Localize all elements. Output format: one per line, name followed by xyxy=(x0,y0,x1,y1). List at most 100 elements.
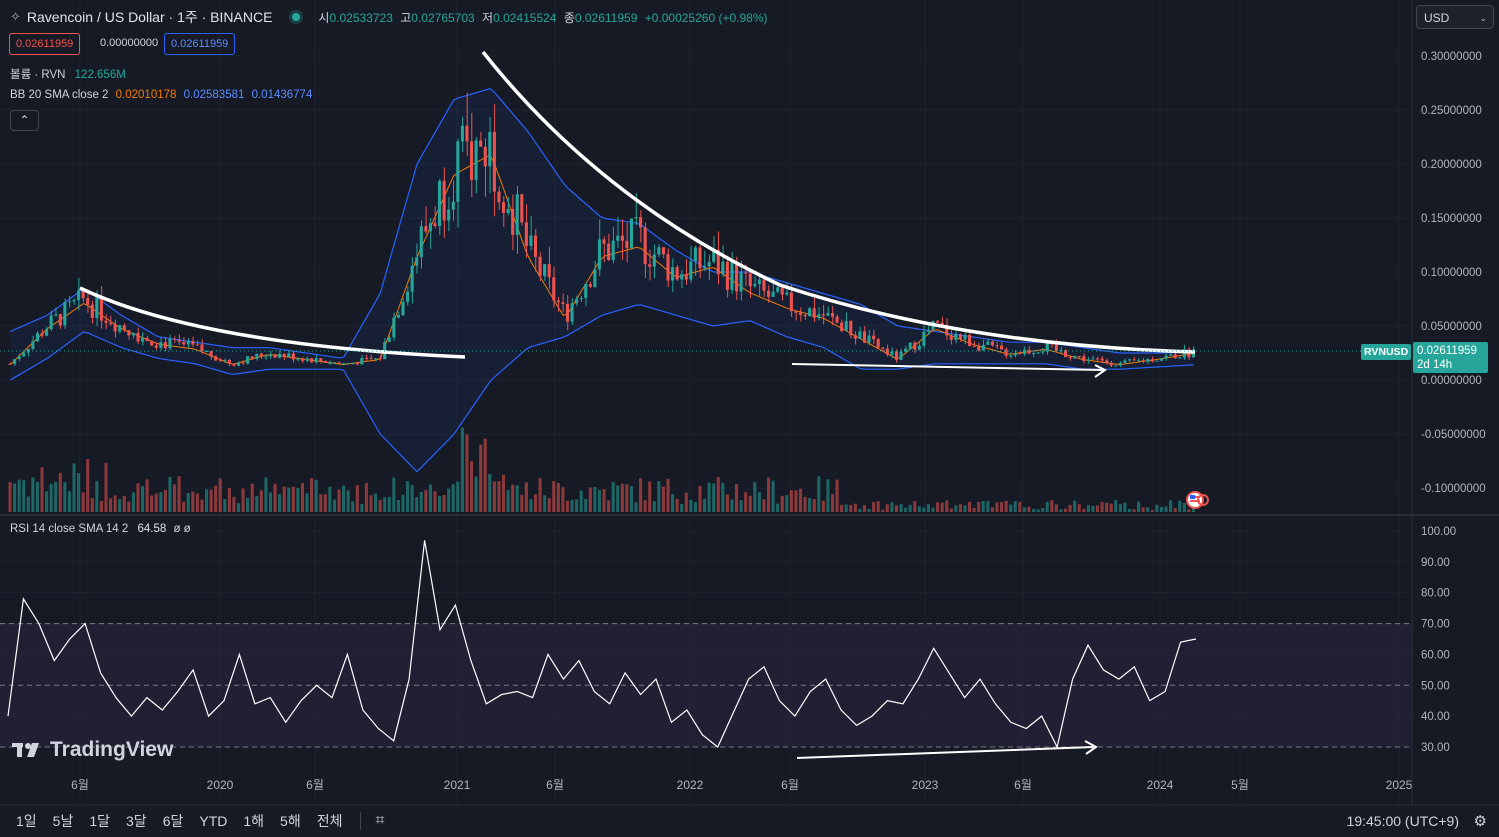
volume-bar xyxy=(118,499,122,512)
volume-bar xyxy=(1132,509,1136,512)
rsi-tick-label: 80.00 xyxy=(1421,588,1450,600)
volume-bar xyxy=(958,504,962,512)
volume-bar xyxy=(995,502,999,512)
volume-bar xyxy=(159,492,163,512)
tf-5y[interactable]: 5해 xyxy=(280,813,301,829)
candle-body xyxy=(529,235,533,246)
volume-bar xyxy=(460,427,464,512)
volume-bar xyxy=(273,483,277,512)
candle-body xyxy=(8,363,12,365)
candle-body xyxy=(250,356,254,359)
volume-bar xyxy=(1077,504,1081,512)
volume-bar xyxy=(881,509,885,512)
tradingview-logo[interactable]: TradingView xyxy=(12,738,173,762)
volume-bar xyxy=(689,499,693,512)
date-range-icon[interactable]: ⌗ xyxy=(375,812,385,829)
price-axis[interactable]: 0.30000000 0.25000000 0.20000000 0.15000000… xyxy=(1421,51,1486,495)
candle-body xyxy=(67,301,71,303)
volume-bar xyxy=(200,499,204,512)
tf-5d[interactable]: 5날 xyxy=(52,813,74,829)
candle-body xyxy=(1013,353,1017,356)
candle-body xyxy=(442,180,446,221)
candle-body xyxy=(122,325,126,331)
volume-bar xyxy=(195,493,199,512)
candle-body xyxy=(520,194,524,223)
volume-bar xyxy=(798,488,803,512)
candle-body xyxy=(396,315,400,318)
candle-body xyxy=(762,279,766,291)
tf-3m[interactable]: 3달 xyxy=(126,813,147,829)
volume-bar xyxy=(611,481,615,512)
volume-bar xyxy=(438,496,442,512)
volume-bar xyxy=(753,482,757,512)
volume-bar xyxy=(465,434,469,512)
collapse-legend-button[interactable]: ⌃ xyxy=(10,110,39,131)
candle-body xyxy=(798,312,803,315)
candle-body xyxy=(40,333,44,336)
candle-body xyxy=(241,362,245,364)
tf-1y[interactable]: 1해 xyxy=(243,813,265,829)
candle-body xyxy=(771,291,775,297)
candle-body xyxy=(1105,360,1109,363)
drawing-annotations[interactable] xyxy=(0,50,1412,759)
volume-bar xyxy=(739,500,743,512)
tf-1d[interactable]: 1일 xyxy=(16,813,37,829)
settings-gear-icon[interactable]: ⚙ xyxy=(1473,813,1487,830)
volume-bar xyxy=(547,498,551,512)
candle-body xyxy=(182,341,186,345)
candle-body xyxy=(300,358,304,361)
volume-bar xyxy=(968,501,972,512)
candle-body xyxy=(625,240,629,249)
candle-body xyxy=(506,208,510,213)
sell-price-box[interactable]: 0.02611959 xyxy=(9,33,81,55)
candle-body xyxy=(680,274,684,280)
us-flag-event-icon[interactable] xyxy=(1185,490,1209,510)
volume-bar xyxy=(826,479,830,512)
volume-bar xyxy=(1100,501,1104,512)
bb-legend[interactable]: BB 20 SMA close 2 0.02010178 0.02583581 … xyxy=(10,89,312,101)
volume-bar xyxy=(1141,507,1145,512)
volume-bar xyxy=(488,473,492,512)
volume-bar xyxy=(227,488,231,512)
rsi-axis[interactable]: 100.00 90.00 80.00 70.00 60.00 50.00 40.00 30.0… xyxy=(1421,526,1456,754)
candle-body xyxy=(693,247,697,262)
volume-bar xyxy=(479,444,483,512)
price-tick-label: -0.05000000 xyxy=(1421,429,1486,441)
candle-body xyxy=(616,235,620,241)
buy-price-box[interactable]: 0.02611959 xyxy=(164,33,236,55)
volume-bar xyxy=(86,458,90,512)
candle-body xyxy=(360,357,364,365)
candle-body xyxy=(150,340,154,346)
volume-bar xyxy=(67,491,71,512)
tf-all[interactable]: 전체 xyxy=(316,813,343,829)
candle-body xyxy=(310,358,314,363)
volume-bar xyxy=(520,494,524,512)
candle-body xyxy=(1127,359,1132,361)
candle-body xyxy=(885,348,889,355)
candle-body xyxy=(721,261,725,275)
volume-bar xyxy=(552,481,556,512)
currency-select[interactable]: USD ⌄ xyxy=(1416,5,1494,29)
tf-6m[interactable]: 6달 xyxy=(162,813,184,829)
tf-1m[interactable]: 1달 xyxy=(89,813,111,829)
candle-body xyxy=(867,335,871,343)
tradingview-logo-icon xyxy=(12,743,39,757)
volume-bar xyxy=(1054,504,1058,512)
rsi-legend[interactable]: RSI 14 close SMA 14 2 64.58 ø ø xyxy=(10,523,191,535)
volume-bar xyxy=(346,490,350,512)
volume-bar xyxy=(40,467,44,512)
volume-bar xyxy=(264,477,268,512)
time-axis[interactable]: 6월 2020 6월 2021 6월 2022 6월 2023 6월 2024 5월 2025 xyxy=(71,778,1413,792)
candle-body xyxy=(835,316,839,323)
clock[interactable]: 19:45:00 (UTC+9) xyxy=(1346,813,1459,829)
volume-bar xyxy=(45,491,49,512)
tf-ytd[interactable]: YTD xyxy=(199,813,228,829)
volume-bar xyxy=(122,495,126,512)
volume-bar xyxy=(1073,500,1077,512)
candle-body xyxy=(378,358,382,360)
volume-bar xyxy=(1082,508,1086,512)
symbol-title[interactable]: Ravencoin / US Dollar · 1주 · BINANCE xyxy=(26,9,273,25)
candle-body xyxy=(917,345,921,350)
volume-legend[interactable]: 볼륨 · RVN 122.656M xyxy=(10,66,126,82)
